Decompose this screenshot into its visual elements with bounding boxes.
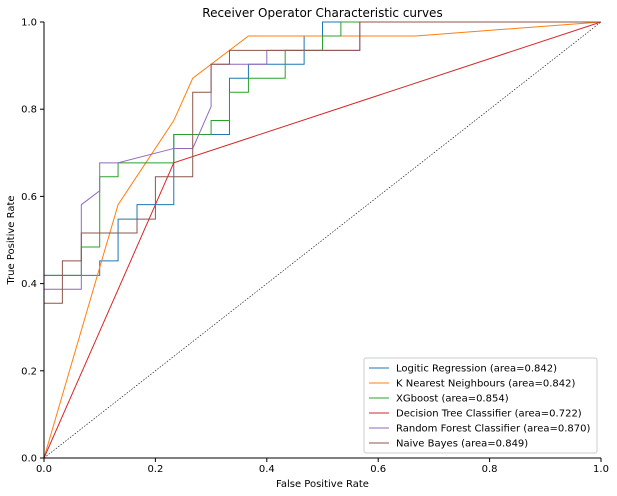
legend-label: Naive Bayes (area=0.849): [396, 439, 528, 450]
x-axis-title: False Positive Rate: [276, 479, 369, 490]
legend-box: [363, 357, 598, 454]
series-line-xgboost: [43, 21, 601, 458]
y-axis-title: True Positive Rate: [6, 195, 17, 285]
axes: 0.0 0.2 0.4 0.6 0.8 1.0 0.0 0.2 0.4 0.6 0.8 1.0: [21, 18, 609, 476]
series-line-decision-tree-classifier: [43, 21, 602, 459]
y-tick-label: 0.4: [21, 279, 37, 290]
y-tick-label: 1.0: [21, 18, 37, 29]
series-line-k-nearest-neighbours: [43, 21, 602, 459]
y-tick-label: 0.8: [21, 105, 37, 116]
legend-label: XGboost (area=0.854): [396, 394, 509, 405]
legend-entries: Logitic Regression (area=0.842) K Nearest…: [369, 364, 590, 450]
legend-label: Logitic Regression (area=0.842): [396, 364, 557, 375]
y-tick-label: 0.6: [21, 192, 37, 203]
x-tick-label: 0.4: [259, 464, 275, 475]
y-tick-label: 0.2: [21, 366, 37, 377]
diagonal-reference-line: [43, 21, 602, 459]
y-ticks: 0.0 0.2 0.4 0.6 0.8 1.0: [21, 18, 44, 465]
x-tick-label: 0.6: [370, 464, 386, 475]
x-tick-label: 0.8: [482, 464, 498, 475]
chart-title: Receiver Operator Characteristic curves: [202, 6, 442, 20]
series-line-naive-bayes: [43, 21, 601, 458]
x-tick-label: 0.0: [36, 464, 52, 475]
x-tick-label: 0.2: [147, 464, 163, 475]
legend-label: Decision Tree Classifier (area=0.722): [396, 409, 582, 420]
legend: Logitic Regression (area=0.842) K Nearest…: [363, 357, 598, 454]
plot-area: [43, 21, 602, 459]
x-tick-label: 1.0: [593, 464, 609, 475]
legend-label: Random Forest Classifier (area=0.870): [396, 424, 590, 435]
x-ticks: 0.0 0.2 0.4 0.6 0.8 1.0: [36, 458, 609, 475]
legend-label: K Nearest Neighbours (area=0.842): [396, 379, 575, 390]
y-tick-label: 0.0: [21, 454, 37, 465]
